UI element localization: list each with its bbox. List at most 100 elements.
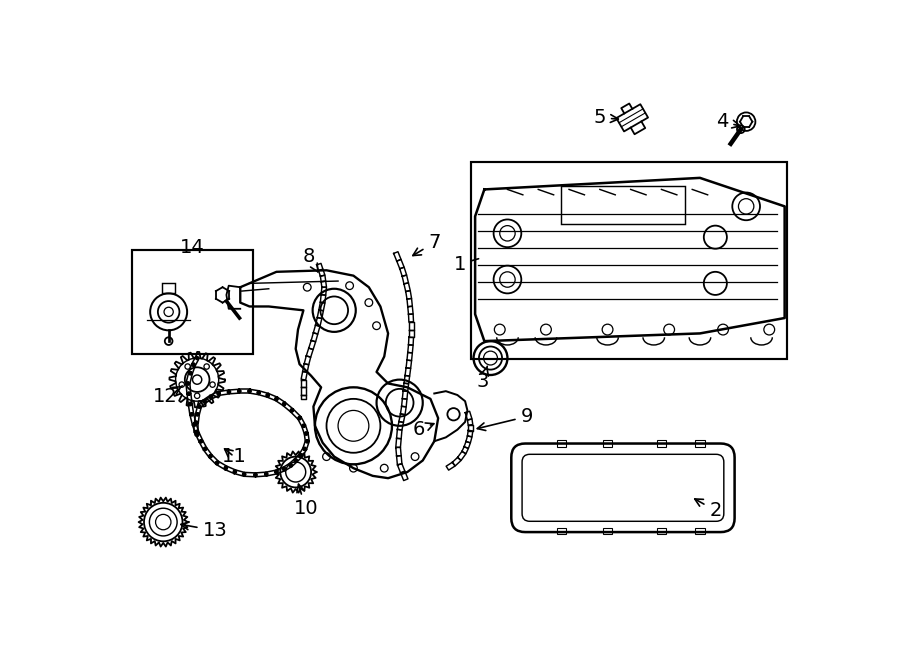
Text: 3: 3 [477,366,489,391]
Text: 8: 8 [302,247,318,272]
Circle shape [190,412,194,416]
Bar [163,283,175,293]
Bar [603,528,612,534]
Circle shape [302,424,305,428]
Circle shape [248,389,251,393]
Circle shape [217,392,220,395]
Circle shape [266,394,269,397]
Circle shape [217,392,220,395]
Circle shape [300,454,302,457]
Circle shape [195,434,199,437]
Bar [557,440,566,447]
Circle shape [186,382,189,385]
Circle shape [210,395,212,399]
Circle shape [196,432,199,435]
Bar [557,528,566,534]
Text: 7: 7 [413,233,440,256]
Circle shape [302,424,305,428]
Circle shape [228,391,230,393]
Circle shape [190,412,194,416]
Circle shape [189,371,192,375]
Text: 1: 1 [454,254,479,274]
Circle shape [189,371,192,375]
Circle shape [216,461,219,464]
Circle shape [203,447,207,450]
Circle shape [233,470,237,473]
Bar [696,528,705,534]
Bar [657,440,666,447]
Circle shape [274,471,278,473]
Circle shape [303,447,306,450]
Text: 6: 6 [413,420,434,439]
Text: 14: 14 [179,238,204,256]
Bar [562,186,685,224]
Circle shape [266,394,269,397]
Circle shape [198,405,201,408]
Circle shape [194,430,198,434]
Circle shape [203,447,207,450]
Circle shape [198,405,201,408]
Circle shape [283,403,285,406]
Text: 13: 13 [181,521,227,540]
Bar [603,440,612,447]
Circle shape [243,473,246,476]
Circle shape [254,473,256,477]
Circle shape [203,400,206,403]
Circle shape [257,391,260,394]
Circle shape [265,473,267,476]
Circle shape [274,397,278,401]
Circle shape [257,391,260,394]
Circle shape [200,440,202,443]
Circle shape [224,467,228,469]
Text: 10: 10 [293,484,318,518]
Circle shape [195,356,199,360]
Circle shape [298,416,302,420]
Circle shape [254,473,256,477]
Circle shape [300,454,302,457]
Circle shape [233,470,237,473]
Circle shape [305,432,308,435]
Text: 12: 12 [152,386,183,406]
Circle shape [196,412,199,416]
Circle shape [274,471,278,473]
Text: 2: 2 [695,499,722,520]
Circle shape [306,440,309,443]
Circle shape [194,430,198,434]
Circle shape [291,409,293,412]
Circle shape [305,432,308,435]
Circle shape [209,455,212,457]
Circle shape [238,389,241,393]
Text: 4: 4 [716,112,740,131]
Circle shape [289,463,293,467]
Circle shape [192,363,195,366]
Circle shape [291,409,293,412]
Circle shape [193,423,196,426]
Circle shape [294,459,297,462]
Circle shape [193,423,196,426]
Circle shape [186,382,189,385]
Bar [696,440,705,447]
Text: 11: 11 [221,447,247,466]
Circle shape [228,391,230,393]
Circle shape [283,403,285,406]
Circle shape [210,395,212,399]
Circle shape [265,473,267,476]
Circle shape [187,392,191,395]
Text: 5: 5 [593,108,618,128]
Circle shape [189,403,192,406]
Circle shape [203,400,206,403]
Circle shape [283,467,285,471]
Text: 9: 9 [477,407,533,430]
Circle shape [298,416,302,420]
Circle shape [289,463,293,467]
Circle shape [248,389,251,393]
Circle shape [238,389,241,393]
Circle shape [194,421,198,424]
Circle shape [283,467,285,471]
Circle shape [200,440,202,443]
Bar [131,251,254,354]
Circle shape [224,467,228,469]
Circle shape [306,440,309,443]
Circle shape [303,447,306,450]
Circle shape [196,432,199,435]
